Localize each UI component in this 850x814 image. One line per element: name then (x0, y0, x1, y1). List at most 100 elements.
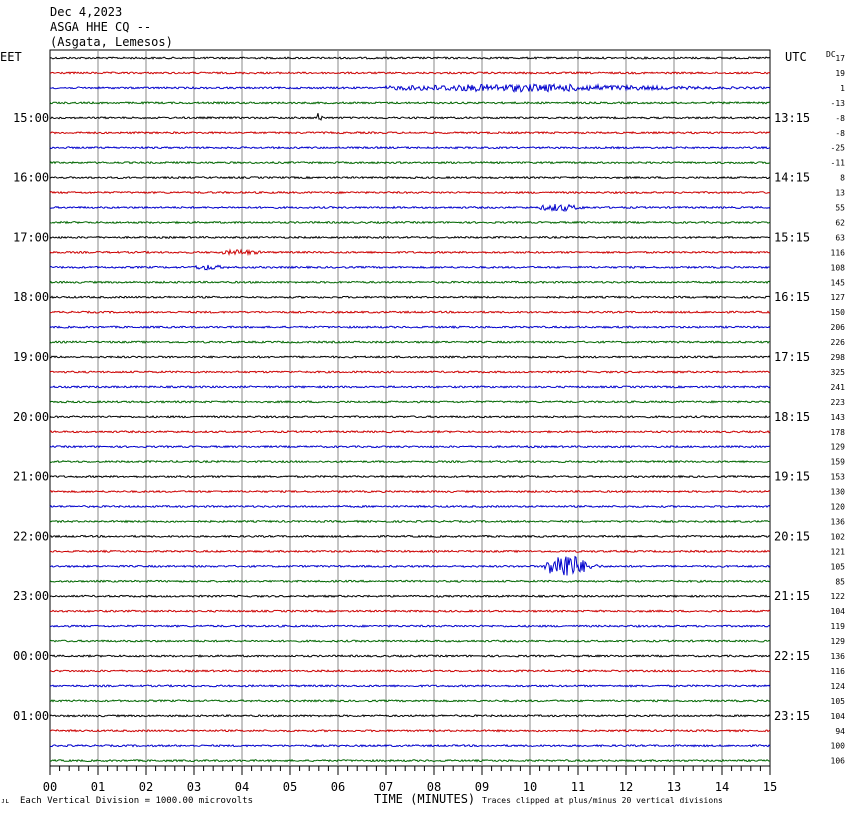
x-tick-label: 03 (187, 780, 201, 794)
seismic-trace (49, 489, 771, 494)
left-hour-label: 15:00 (13, 111, 49, 125)
seismic-trace (49, 639, 771, 643)
dc-offset-label: 63 (835, 233, 845, 242)
dc-offset-label: 120 (831, 503, 846, 512)
label-layer: 00 01 02 03 04 05 06 07 08 09 10 11 12 13 14 15 EET UTC DC… (0, 50, 845, 794)
dc-offset-label: 136 (831, 652, 846, 661)
seismic-trace (49, 370, 771, 374)
seismic-trace (49, 220, 771, 225)
right-hour-label: 14:15 (774, 171, 810, 185)
seismic-trace (49, 340, 771, 344)
seismic-trace (49, 235, 771, 240)
seismic-trace (49, 549, 771, 554)
x-tick-label: 14 (715, 780, 729, 794)
dc-offset-label: 116 (831, 248, 846, 257)
seismic-trace (49, 56, 771, 60)
dc-offset-label: 298 (831, 353, 846, 362)
seismic-trace (49, 594, 771, 599)
x-tick-label: 00 (43, 780, 57, 794)
dc-offset-label: 127 (831, 293, 846, 302)
seismic-trace (49, 459, 771, 464)
left-hour-label: 21:00 (13, 470, 49, 484)
seismic-trace (49, 83, 771, 93)
dc-offset-label: 62 (835, 218, 845, 227)
seismic-trace (49, 699, 771, 703)
dc-offset-label: 105 (831, 562, 846, 571)
header-location: (Asgata, Lemesos) (50, 35, 173, 49)
left-hour-label: 20:00 (13, 410, 49, 424)
dc-offset-label: 19 (835, 69, 845, 78)
x-tick-label: 12 (619, 780, 633, 794)
dc-offset-label: 159 (831, 458, 846, 467)
x-axis-title: TIME (MINUTES) (374, 792, 476, 806)
dc-offset-label: 116 (831, 667, 846, 676)
dc-offset-label: 85 (835, 577, 845, 586)
seismic-trace (49, 579, 771, 583)
seismic-trace (49, 295, 771, 300)
dc-offset-label: 100 (831, 742, 846, 751)
x-tick-label: 06 (331, 780, 345, 794)
seismic-trace (49, 444, 771, 449)
dc-offset-label: 325 (831, 368, 846, 377)
seismic-trace (49, 248, 771, 257)
seismic-trace (49, 325, 771, 329)
dc-offset-label: 102 (831, 532, 846, 541)
dc-offset-label: 143 (831, 413, 846, 422)
seismic-trace (49, 145, 771, 150)
right-hour-label: 13:15 (774, 111, 810, 125)
dc-offset-label: 121 (831, 547, 846, 556)
seismic-trace (49, 280, 771, 285)
clip-note: Traces clipped at plus/minus 20 vertical… (482, 796, 723, 805)
left-zone-label: EET (0, 50, 22, 64)
dc-offset-label: 94 (835, 727, 845, 736)
dc-offset-label: -8 (835, 129, 845, 138)
x-tick-label: 07 (379, 780, 393, 794)
dc-offset-label: 129 (831, 637, 846, 646)
dc-offset-label: 105 (831, 697, 846, 706)
seismic-trace (49, 71, 771, 75)
right-hour-label: 19:15 (774, 470, 810, 484)
dc-offset-label: 136 (831, 517, 846, 526)
seismic-trace (49, 728, 771, 733)
header-station: ASGA HHE CQ -- (50, 20, 152, 34)
seismic-trace (49, 654, 771, 658)
seismic-trace (49, 113, 771, 121)
seismic-trace (49, 190, 771, 195)
seismic-trace (49, 264, 771, 271)
x-tick-label: 09 (475, 780, 489, 794)
seismic-trace (49, 555, 771, 576)
dc-offset-label: 17 (835, 54, 845, 63)
seismic-trace (49, 743, 771, 748)
seismic-trace (49, 474, 771, 479)
seismic-trace (49, 101, 771, 105)
dc-offset-label: -11 (831, 159, 846, 168)
dc-offset-label: 122 (831, 592, 846, 601)
left-hour-label: 00:00 (13, 649, 49, 663)
x-tick-label: 04 (235, 780, 249, 794)
left-hour-label: 18:00 (13, 290, 49, 304)
seismic-trace (49, 758, 771, 763)
seismic-trace (49, 355, 771, 359)
dc-offset-label: 106 (831, 757, 846, 766)
header-date: Dec 4,2023 (50, 5, 123, 19)
dc-offset-label: 1 (840, 84, 845, 93)
x-tick-label: 08 (427, 780, 441, 794)
dc-offset-label: 206 (831, 323, 846, 332)
right-hour-label: 16:15 (774, 290, 810, 304)
dc-offset-label: 153 (831, 473, 846, 482)
seismic-trace (49, 429, 771, 434)
corner-mark: ᴊʟ (1, 797, 10, 805)
left-hour-label: 23:00 (13, 589, 49, 603)
seismic-trace (49, 414, 771, 419)
right-zone-label: UTC (785, 50, 807, 64)
dc-offset-label: -25 (831, 144, 846, 153)
dc-offset-label: 223 (831, 398, 846, 407)
right-hour-label: 17:15 (774, 350, 810, 364)
dc-offset-label: 226 (831, 338, 846, 347)
dc-offset-label: -13 (831, 99, 846, 108)
plot-frame (49, 49, 771, 767)
dc-offset-label: 8 (840, 174, 845, 183)
seismic-trace (49, 131, 771, 135)
dc-offset-label: 129 (831, 443, 846, 452)
